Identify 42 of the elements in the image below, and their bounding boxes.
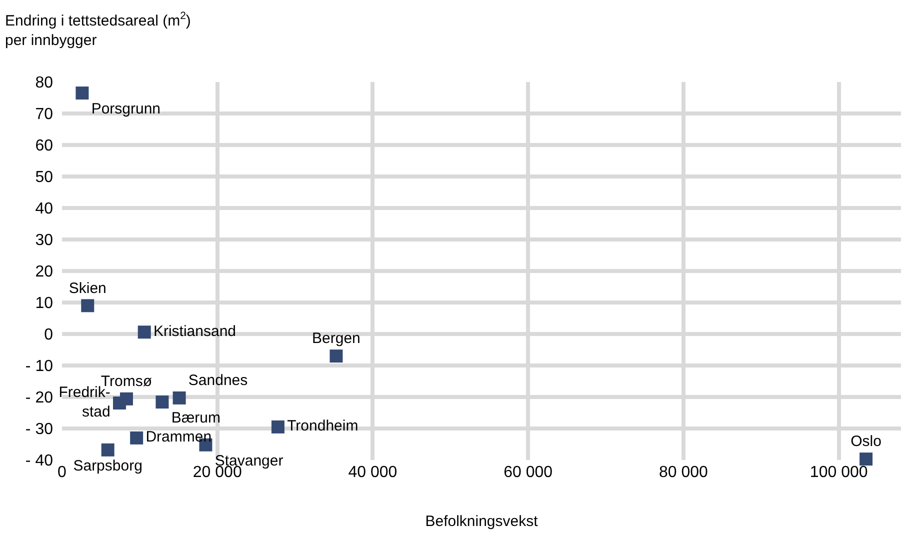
- point: [112, 396, 126, 410]
- y-tick-label: 0: [44, 326, 54, 344]
- x-tick-label: 0: [58, 464, 67, 481]
- x-tick-label: 100 000: [810, 464, 868, 481]
- point: [76, 86, 89, 100]
- point: [138, 326, 151, 339]
- y-tick-label: 30: [35, 232, 54, 250]
- data-label: Trondheim: [287, 418, 358, 435]
- y-tick-label: 50: [35, 169, 54, 186]
- y-tick-label: 20: [35, 264, 54, 281]
- x-tick-label: 60 000: [504, 464, 553, 481]
- point: [156, 396, 169, 409]
- data-label: Tromsø: [100, 373, 152, 390]
- point: [172, 391, 186, 404]
- data-label: Bærum: [171, 409, 221, 426]
- data-label: Oslo: [850, 433, 882, 450]
- y-tick-label: 70: [35, 106, 54, 124]
- y-tick-label: 60: [35, 138, 54, 155]
- data-label: Skien: [68, 280, 106, 297]
- text: Endring i tettstedsareal (m$^{2}$) per innbygger: [5, 10, 191, 49]
- y-tick-label: 40: [35, 200, 54, 218]
- data-label: Sarpsborg: [73, 457, 142, 474]
- data-label: Sandnes: [188, 372, 248, 390]
- data-label: Drammen: [146, 428, 212, 446]
- x-axis-title: Befolkningsvekst: [425, 513, 539, 530]
- data-label: Porsgrunn: [91, 100, 161, 118]
- point: [330, 350, 343, 363]
- data-label: Kristiansand: [153, 322, 236, 340]
- y-tick-label: 80: [35, 74, 54, 92]
- point: [271, 420, 284, 434]
- x-tick-label: 40 000: [348, 464, 398, 481]
- y-tick-label: - 10: [25, 358, 54, 376]
- x-tick-label: 80 000: [659, 464, 708, 481]
- y-tick-label: - 30: [25, 421, 54, 438]
- point: [81, 299, 94, 312]
- point: [130, 431, 144, 444]
- y-tick-label: 10: [35, 295, 54, 312]
- y-tick-label: - 40: [25, 452, 54, 470]
- point: [101, 443, 114, 456]
- point: [860, 452, 873, 466]
- y-tick-label: - 20: [25, 390, 54, 407]
- data-label: Bergen: [312, 330, 360, 348]
